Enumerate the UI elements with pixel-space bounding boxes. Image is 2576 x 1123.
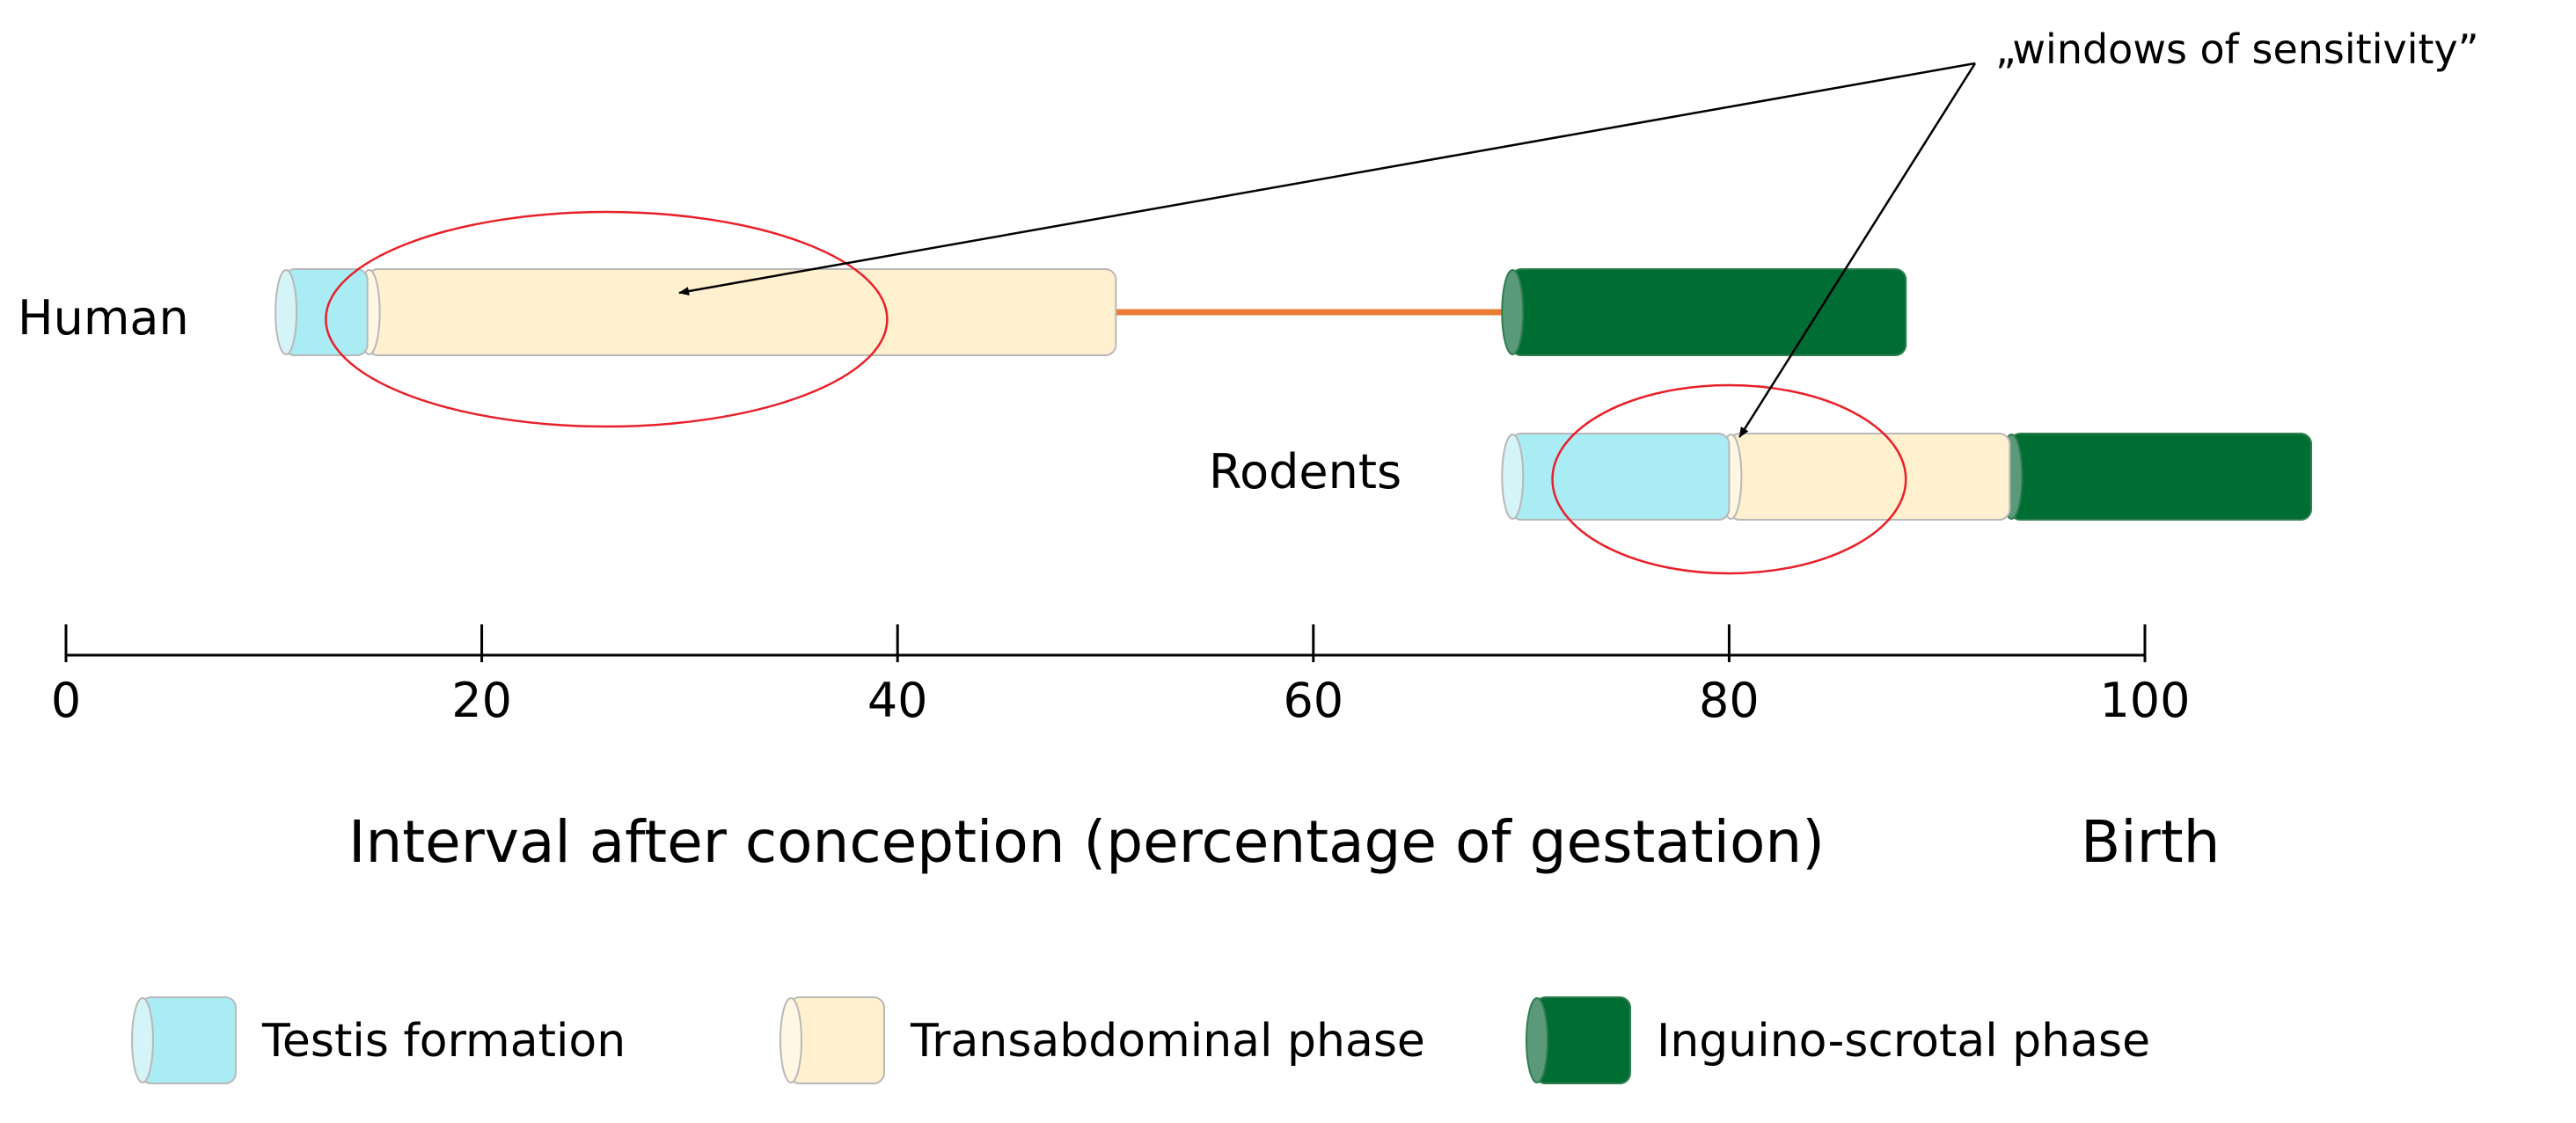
- annotation-arrow-rodents: [1738, 62, 1977, 438]
- annotation-text: „windows of sensitivity”: [1995, 26, 2479, 73]
- legend-label-testis: Testis formation: [261, 1015, 626, 1068]
- x-axis-label: Interval after conception (percentage of…: [348, 808, 1825, 876]
- tick-label-80: 80: [1699, 673, 1760, 728]
- tick-label-40: 40: [867, 673, 928, 728]
- sensitivity-window-human: [325, 210, 889, 428]
- human-inguino-bar: [1501, 268, 1907, 356]
- tick-label-100: 100: [2099, 673, 2190, 728]
- legend-label-transabdominal: Transabdominal phase: [910, 1015, 1425, 1068]
- human-testis-bar: [274, 268, 369, 356]
- annotation-arrow-human: [678, 62, 1976, 296]
- birth-label: Birth: [2081, 808, 2220, 876]
- rodents-inguino-bar: [2000, 433, 2313, 521]
- legend: Testis formation Transabdominal phase Ingu…: [131, 996, 2150, 1084]
- row-label-rodents: Rodents: [1209, 444, 1401, 500]
- row-label-human: Human: [18, 290, 189, 346]
- legend-swatch-testis: [131, 996, 237, 1084]
- rodents-transabdominal-bar: [1719, 433, 2011, 521]
- legend-label-inguino: Inguino-scrotal phase: [1657, 1015, 2150, 1068]
- tick-label-20: 20: [451, 673, 512, 728]
- legend-swatch-inguino: [1526, 996, 1631, 1084]
- tick-label-0: 0: [51, 673, 81, 728]
- sensitivity-window-rodents: [1551, 383, 1907, 575]
- tick-label-60: 60: [1283, 673, 1343, 728]
- x-axis: 0 20 40 60 80 100: [51, 624, 2191, 728]
- rodents-testis-bar: [1501, 433, 1731, 521]
- legend-swatch-transabdominal: [779, 996, 885, 1084]
